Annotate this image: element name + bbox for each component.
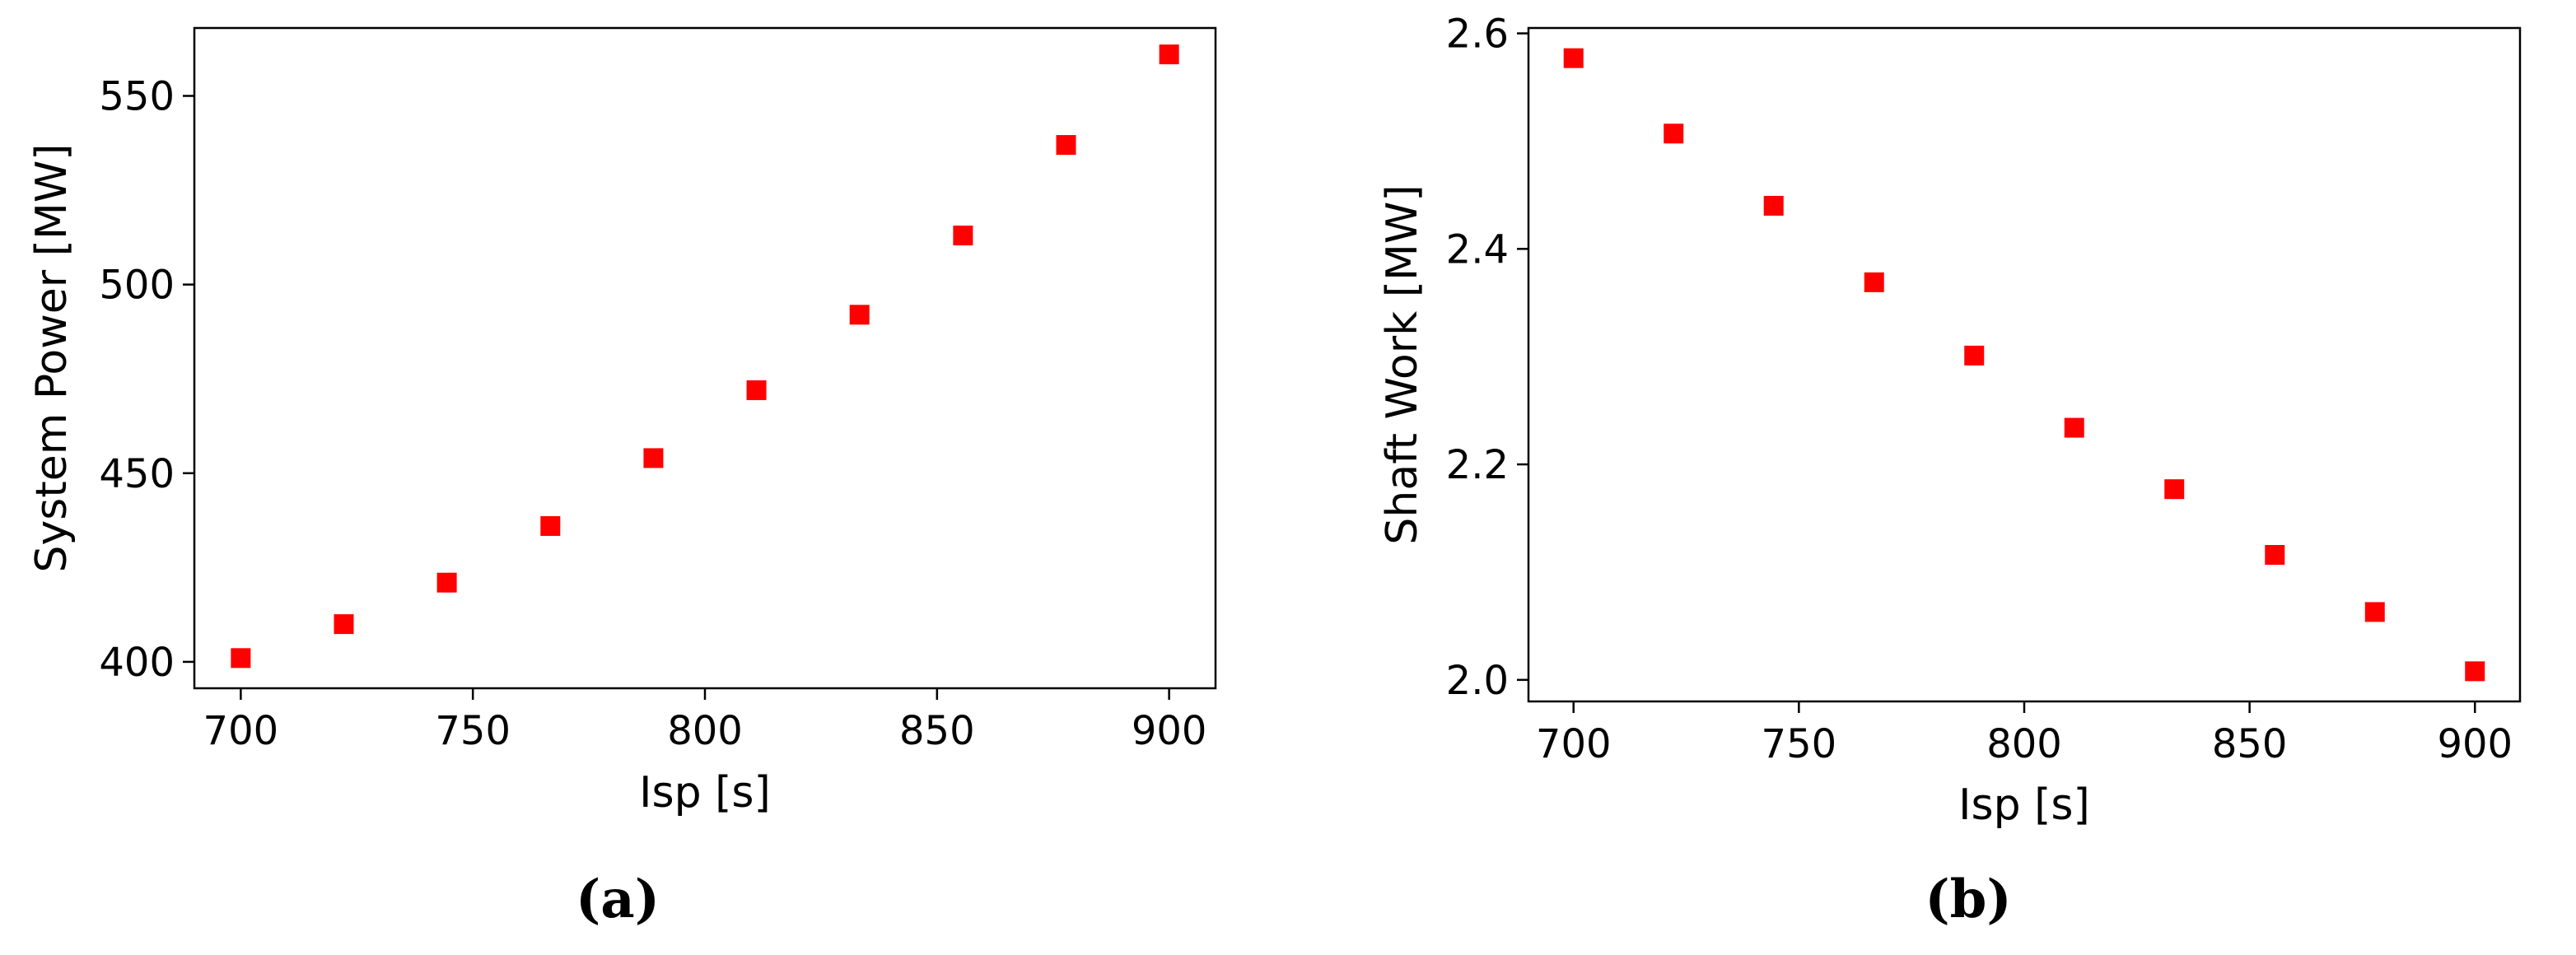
data-point — [1159, 44, 1179, 65]
data-point — [953, 226, 973, 246]
data-point — [2164, 479, 2185, 500]
data-point — [1664, 123, 1684, 144]
chart-b-svg: 700 750 800 850 900 2.0 2.2 2.4 2.6 Isp [s] Shaft … — [1378, 12, 2522, 830]
data-point — [849, 305, 870, 325]
data-point — [334, 614, 354, 635]
x-tick-label: 700 — [1536, 721, 1612, 767]
data-point — [1563, 48, 1584, 68]
data-point — [1864, 272, 1884, 292]
y-axis-label: Shaft Work [MW] — [1378, 184, 1427, 544]
x-axis-label: Isp [s] — [1958, 780, 2090, 830]
caption-b: (b) — [1925, 869, 2012, 930]
plot-frame — [193, 26, 1217, 690]
chart-a-svg: 700 750 800 850 900 400 450 500 550 Isp [s] System… — [27, 26, 1217, 818]
data-point — [1763, 195, 1784, 216]
chart-panel-a: 700 750 800 850 900 400 450 500 550 Isp [s] System… — [0, 0, 1252, 955]
x-tick-label: 750 — [1762, 721, 1837, 767]
x-tick-label: 850 — [899, 708, 975, 754]
data-point — [540, 515, 561, 536]
data-point — [2465, 661, 2485, 682]
x-tick-label: 900 — [2437, 721, 2513, 767]
data-point — [2265, 545, 2285, 566]
x-tick-label: 700 — [203, 708, 279, 754]
data-point — [231, 648, 251, 668]
y-tick-label: 2.2 — [1446, 442, 1509, 488]
chart-panel-b: 700 750 800 850 900 2.0 2.2 2.4 2.6 Isp [s] Shaft … — [1351, 0, 2576, 955]
y-tick-label: 400 — [99, 640, 175, 686]
data-point — [1056, 135, 1076, 156]
x-tick-label: 750 — [435, 708, 511, 754]
y-tick-label: 500 — [99, 263, 175, 309]
x-tick-label: 850 — [2212, 721, 2288, 767]
data-point — [2364, 602, 2385, 622]
data-point — [643, 448, 664, 468]
y-tick-label: 2.6 — [1446, 12, 1509, 58]
data-point — [746, 380, 767, 400]
y-tick-label: 450 — [99, 451, 175, 497]
y-tick-label: 2.0 — [1446, 658, 1509, 704]
y-axis-label: System Power [MW] — [27, 143, 77, 572]
data-point — [1964, 345, 1985, 366]
x-axis-label: Isp [s] — [639, 768, 771, 818]
data-point — [2064, 417, 2084, 438]
data-point — [436, 572, 457, 593]
caption-a: (a) — [575, 869, 660, 930]
x-tick-label: 800 — [1986, 721, 2062, 767]
x-tick-label: 900 — [1132, 708, 1207, 754]
y-tick-label: 550 — [99, 73, 175, 119]
y-tick-label: 2.4 — [1446, 226, 1509, 273]
x-tick-label: 800 — [667, 708, 743, 754]
